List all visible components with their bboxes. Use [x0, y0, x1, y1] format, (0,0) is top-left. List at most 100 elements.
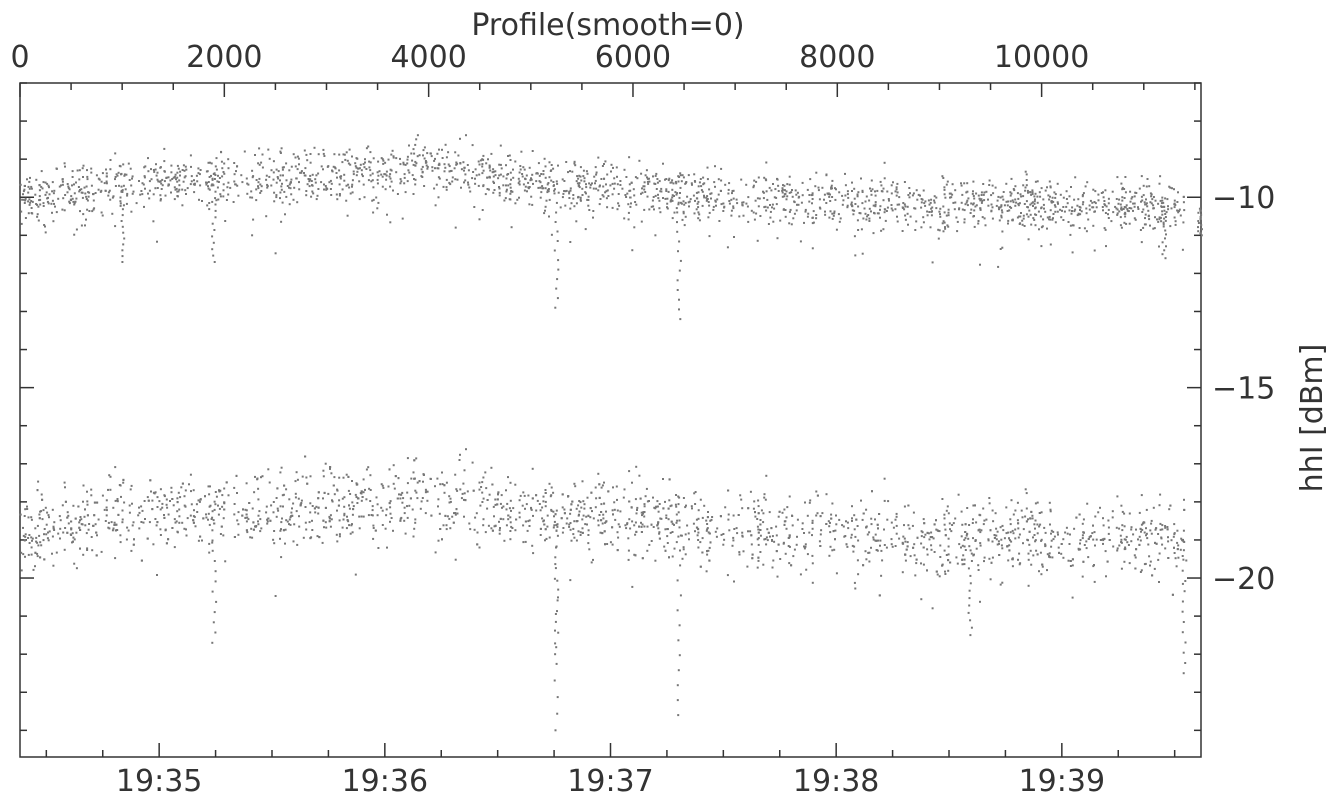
scatter-point: [1147, 209, 1150, 212]
scatter-point: [591, 182, 593, 185]
scatter-point: [831, 212, 834, 215]
scatter-point: [1046, 216, 1049, 219]
scatter-point: [1017, 202, 1020, 205]
scatter-point: [610, 170, 612, 173]
scatter-point: [147, 192, 149, 195]
scatter-point: [844, 194, 847, 197]
scatter-point: [559, 206, 562, 209]
scatter-point: [936, 573, 939, 576]
scatter-point: [870, 210, 872, 213]
scatter-point: [974, 539, 977, 542]
scatter-point: [966, 532, 969, 535]
scatter-point: [965, 191, 968, 194]
scatter-point: [727, 513, 730, 516]
scatter-point: [338, 194, 341, 197]
scatter-point: [199, 169, 202, 171]
scatter-point: [541, 517, 544, 520]
scatter-point: [519, 165, 522, 167]
scatter-point: [568, 525, 571, 528]
scatter-point: [433, 187, 436, 190]
scatter-point: [1178, 208, 1181, 211]
scatter-point: [924, 204, 927, 207]
scatter-point: [309, 475, 312, 478]
scatter-point: [684, 506, 687, 509]
scatter-point: [1159, 175, 1162, 178]
scatter-point: [266, 185, 269, 188]
scatter-point: [478, 163, 481, 166]
scatter-point: [578, 182, 581, 185]
scatter-point: [45, 533, 48, 536]
scatter-point: [969, 634, 972, 637]
scatter-point: [851, 190, 853, 192]
scatter-point: [1116, 495, 1119, 498]
scatter-point: [1177, 544, 1180, 547]
scatter-point: [214, 165, 217, 168]
scatter-point: [360, 490, 363, 493]
scatter-point: [1151, 574, 1154, 577]
scatter-point: [983, 199, 986, 202]
scatter-point: [493, 515, 495, 518]
scatter-point: [466, 164, 469, 166]
scatter-point: [456, 162, 459, 165]
scatter-point: [770, 189, 773, 192]
scatter-point: [101, 214, 104, 217]
scatter-point: [512, 507, 515, 510]
scatter-point: [1082, 518, 1085, 521]
scatter-point: [628, 183, 631, 186]
scatter-point: [197, 499, 200, 502]
scatter-point: [277, 509, 280, 512]
scatter-point: [454, 558, 457, 561]
scatter-point: [1115, 198, 1118, 200]
scatter-point: [677, 503, 680, 506]
scatter-point: [223, 172, 226, 175]
scatter-point: [348, 507, 351, 510]
scatter-point: [603, 502, 605, 505]
scatter-point: [311, 519, 313, 522]
scatter-point: [464, 499, 467, 502]
scatter-point: [895, 532, 898, 535]
scatter-point: [336, 488, 339, 491]
scatter-point: [499, 502, 502, 505]
scatter-point: [1173, 552, 1176, 554]
scatter-point: [381, 175, 384, 178]
scatter-point: [377, 547, 380, 549]
scatter-point: [935, 207, 938, 210]
scatter-point: [613, 177, 616, 180]
scatter-point: [389, 177, 392, 180]
scatter-point: [410, 477, 413, 480]
scatter-point: [788, 495, 791, 498]
scatter-point: [58, 515, 61, 518]
scatter-point: [119, 484, 122, 487]
scatter-point: [34, 193, 37, 196]
scatter-point: [1150, 532, 1153, 535]
scatter-point: [414, 164, 417, 167]
scatter-point: [583, 177, 586, 180]
scatter-point: [765, 161, 768, 164]
scatter-point: [425, 490, 428, 493]
scatter-point: [939, 544, 942, 547]
scatter-point: [337, 504, 340, 507]
scatter-point: [1078, 227, 1081, 229]
scatter-point: [1175, 565, 1178, 568]
scatter-point: [1040, 245, 1043, 248]
scatter-point: [306, 159, 309, 162]
scatter-point: [1017, 204, 1020, 207]
scatter-point: [88, 523, 91, 525]
scatter-point: [53, 521, 56, 524]
scatter-point: [1140, 195, 1143, 198]
scatter-point: [26, 505, 28, 508]
scatter-point: [1031, 193, 1034, 195]
scatter-point: [325, 526, 328, 529]
scatter-point: [222, 517, 225, 520]
scatter-point: [706, 527, 709, 530]
scatter-point: [445, 188, 448, 191]
scatter-point: [55, 551, 58, 554]
scatter-point: [281, 166, 284, 169]
scatter-point: [830, 186, 833, 189]
scatter-point: [120, 220, 123, 222]
scatter-point: [424, 160, 427, 162]
scatter-point: [676, 279, 679, 282]
scatter-point: [1018, 563, 1021, 566]
scatter-point: [947, 545, 950, 548]
scatter-point: [61, 504, 64, 507]
